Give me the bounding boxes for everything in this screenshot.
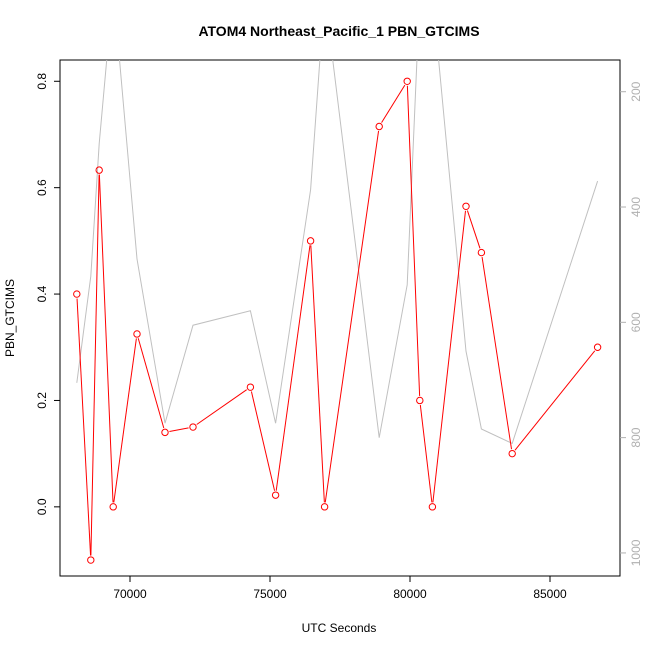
data-point xyxy=(320,503,329,511)
primary-series-segment xyxy=(310,245,325,503)
data-point xyxy=(161,428,169,437)
data-point xyxy=(271,491,280,499)
secondary-y-axis: 200 400 600 800 1000 xyxy=(620,81,643,566)
x-axis: 70000 75000 80000 85000 xyxy=(113,576,567,601)
primary-series-segment xyxy=(90,174,100,556)
data-point xyxy=(428,503,437,511)
data-point xyxy=(246,383,255,391)
plot-frame xyxy=(59,59,621,577)
data-point xyxy=(593,343,602,351)
primary-series-segment xyxy=(275,245,311,491)
primary-series-segment xyxy=(432,210,466,503)
y-axis: 0.0 0.2 0.4 0.6 0.8 xyxy=(35,73,60,515)
y-tick-label: 0.0 xyxy=(35,498,49,515)
y2-tick-label: 400 xyxy=(629,197,643,217)
primary-series-segment xyxy=(137,338,165,429)
primary-series-segment xyxy=(514,350,596,451)
data-point xyxy=(73,290,81,298)
secondary-series-line xyxy=(76,60,599,445)
y2-tick-label: 600 xyxy=(629,312,643,332)
x-tick-label: 75000 xyxy=(253,587,287,601)
data-point xyxy=(189,423,197,431)
primary-series-segment xyxy=(419,404,433,503)
data-point xyxy=(306,237,315,245)
primary-series-segment xyxy=(466,210,481,249)
primary-series-segment xyxy=(113,338,137,503)
y-axis-label: PBN_GTCIMS xyxy=(3,279,17,357)
primary-series-segment xyxy=(381,84,406,123)
primary-series-segment xyxy=(196,389,247,425)
y-tick-label: 0.8 xyxy=(35,73,49,90)
data-point xyxy=(133,330,141,338)
primary-series-segment xyxy=(250,391,276,491)
y-tick-label: 0.6 xyxy=(35,179,49,196)
primary-series-segment xyxy=(169,427,189,433)
y2-tick-label: 1000 xyxy=(629,539,643,566)
chart-title: ATOM4 Northeast_Pacific_1 PBN_GTCIMS xyxy=(198,23,479,39)
primary-series-segment xyxy=(76,298,92,556)
data-point xyxy=(375,122,383,131)
data-point xyxy=(87,556,95,564)
y2-tick-label: 800 xyxy=(629,427,643,447)
data-point xyxy=(477,248,486,257)
primary-series-segment xyxy=(481,256,513,450)
y2-tick-label: 200 xyxy=(629,81,643,101)
data-point xyxy=(462,202,470,210)
data-point xyxy=(508,449,516,458)
x-tick-label: 80000 xyxy=(393,587,427,601)
data-point xyxy=(95,166,103,174)
series-layer xyxy=(73,60,602,564)
primary-series-segment xyxy=(324,130,380,503)
primary-series-segment xyxy=(98,174,114,503)
x-tick-label: 85000 xyxy=(533,587,567,601)
x-axis-label: UTC Seconds xyxy=(302,621,377,635)
x-tick-label: 70000 xyxy=(113,587,147,601)
data-point xyxy=(416,396,424,405)
primary-series-segment xyxy=(406,85,421,396)
y-tick-label: 0.4 xyxy=(35,285,49,302)
y-tick-label: 0.2 xyxy=(35,392,49,409)
data-point xyxy=(109,503,117,511)
data-point xyxy=(403,77,411,85)
